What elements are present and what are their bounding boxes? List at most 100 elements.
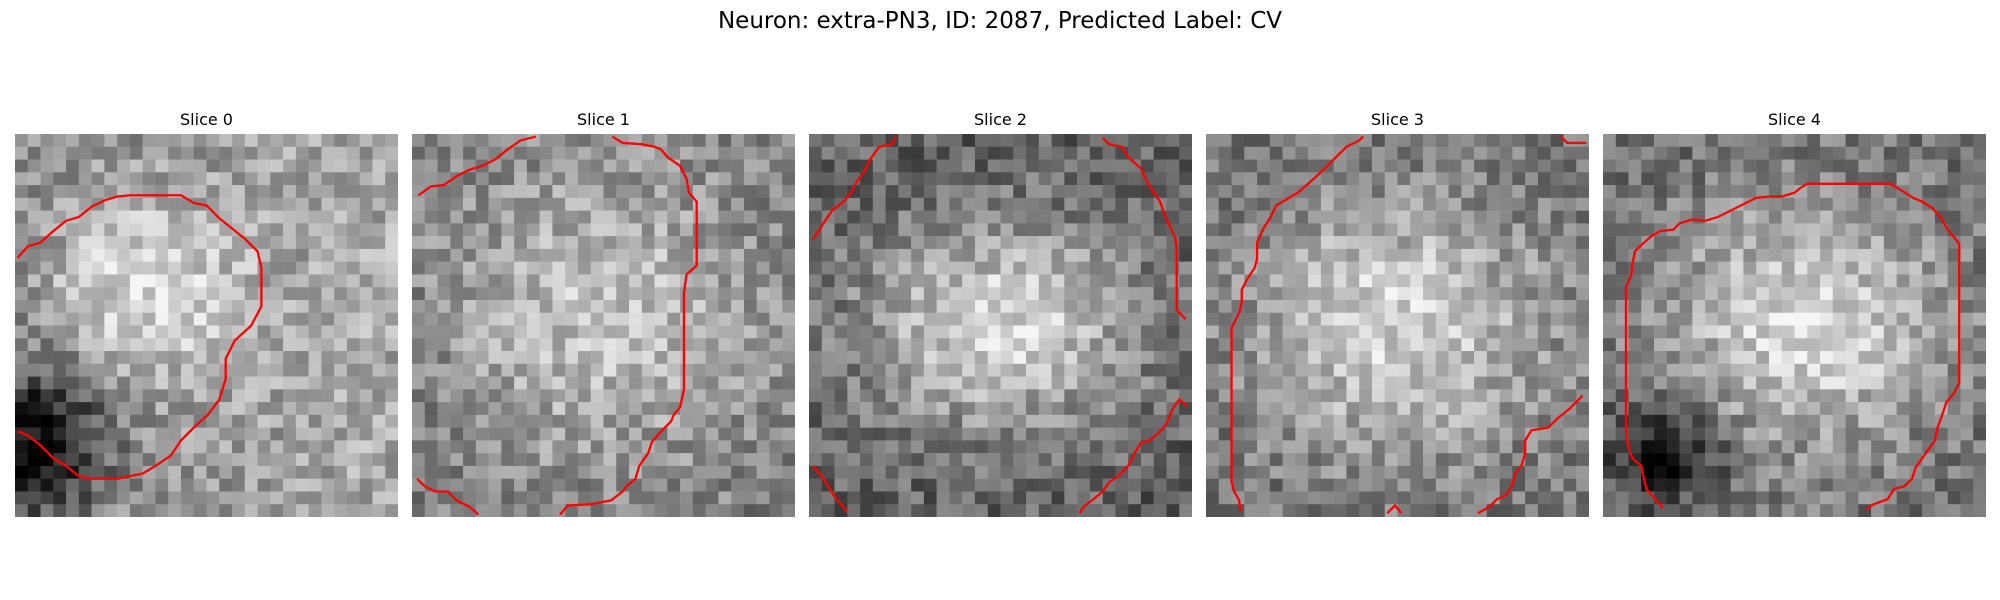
pixel	[1038, 402, 1052, 416]
pixel	[885, 491, 899, 505]
pixel	[1244, 453, 1258, 467]
pixel	[1756, 185, 1770, 199]
pixel	[1896, 325, 1910, 339]
pixel	[501, 223, 515, 237]
pixel	[1166, 146, 1180, 160]
pixel	[860, 465, 874, 479]
pixel	[629, 236, 643, 250]
pixel	[412, 376, 426, 390]
pixel	[232, 465, 246, 479]
pixel	[1371, 389, 1385, 403]
pixel	[974, 312, 988, 326]
pixel	[629, 274, 643, 288]
pixel	[1960, 465, 1974, 479]
pixel	[885, 159, 899, 173]
pixel	[1730, 338, 1744, 352]
pixel	[78, 338, 92, 352]
pixel	[283, 172, 297, 186]
pixel	[1308, 325, 1322, 339]
pixel	[334, 414, 348, 428]
pixel	[1077, 312, 1091, 326]
pixel	[1308, 134, 1322, 148]
pixel	[1295, 427, 1309, 441]
pixel	[1333, 363, 1347, 377]
pixel	[1308, 274, 1322, 288]
pixel	[1231, 504, 1245, 517]
pixel	[539, 465, 553, 479]
pixel	[1499, 312, 1513, 326]
pixel	[1051, 338, 1065, 352]
pixel	[1922, 248, 1936, 262]
pixel	[1537, 376, 1551, 390]
pixel	[1743, 185, 1757, 199]
pixel	[552, 274, 566, 288]
pixel	[1397, 453, 1411, 467]
pixel	[424, 210, 438, 224]
pixel	[987, 159, 1001, 173]
pixel	[463, 146, 477, 160]
pixel	[1717, 478, 1731, 492]
pixel	[1333, 159, 1347, 173]
pixel	[104, 402, 118, 416]
pixel	[705, 427, 719, 441]
pixel	[1269, 504, 1283, 517]
pixel	[155, 261, 169, 275]
pixel	[1448, 325, 1462, 339]
pixel	[1550, 504, 1564, 517]
pixel	[1603, 440, 1617, 454]
pixel	[244, 402, 258, 416]
pixel	[1871, 338, 1885, 352]
pixel	[53, 414, 67, 428]
pixel	[1089, 389, 1103, 403]
pixel	[923, 478, 937, 492]
pixel	[1730, 146, 1744, 160]
pixel	[40, 146, 54, 160]
pixel	[424, 338, 438, 352]
pixel	[590, 453, 604, 467]
pixel	[1909, 325, 1923, 339]
pixel	[142, 440, 156, 454]
pixel	[475, 197, 489, 211]
pixel	[1244, 172, 1258, 186]
pixel	[1179, 236, 1192, 250]
pixel	[692, 248, 706, 262]
pixel	[1896, 248, 1910, 262]
pixel	[705, 223, 719, 237]
pixel	[1807, 453, 1821, 467]
pixel	[1781, 338, 1795, 352]
pixel	[641, 325, 655, 339]
pixel	[1730, 414, 1744, 428]
pixel	[526, 172, 540, 186]
pixel	[1603, 223, 1617, 237]
pixel	[1423, 312, 1437, 326]
pixel	[667, 376, 681, 390]
pixel	[1308, 312, 1322, 326]
pixel	[437, 159, 451, 173]
pixel	[372, 185, 386, 199]
pixel	[1397, 363, 1411, 377]
pixel	[1486, 478, 1500, 492]
pixel	[193, 274, 207, 288]
pixel	[654, 159, 668, 173]
pixel	[1820, 299, 1834, 313]
pixel	[629, 210, 643, 224]
pixel	[1269, 453, 1283, 467]
pixel	[1615, 236, 1629, 250]
pixel	[53, 389, 67, 403]
pixel	[372, 440, 386, 454]
pixel	[346, 299, 360, 313]
pixel	[1666, 172, 1680, 186]
pixel	[359, 185, 373, 199]
pixel	[616, 427, 630, 441]
pixel	[1781, 299, 1795, 313]
pixel	[1179, 338, 1192, 352]
pixel	[283, 134, 297, 148]
pixel	[629, 312, 643, 326]
panel-title-slice-3: Slice 3	[1371, 110, 1424, 129]
pixel	[1603, 236, 1617, 250]
pixel	[385, 223, 398, 237]
pixel	[385, 261, 398, 275]
pixel	[898, 261, 912, 275]
pixel	[346, 146, 360, 160]
pixel	[1026, 134, 1040, 148]
